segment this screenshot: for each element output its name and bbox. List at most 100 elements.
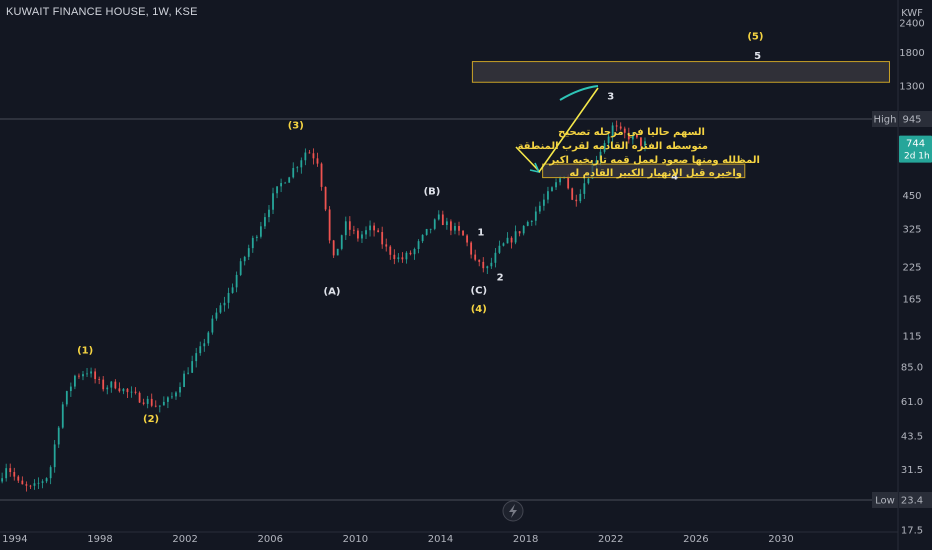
candle-body xyxy=(587,178,590,184)
candle-body xyxy=(522,225,525,234)
annotation-text: السهم حاليا في مرحله تصحيح متوسطه الفتره… xyxy=(518,127,760,179)
x-tick-label: 2014 xyxy=(428,534,453,545)
y-tick-label: 115 xyxy=(902,331,921,342)
y-tick-label: 85.0 xyxy=(901,363,923,374)
candle-body xyxy=(86,373,88,375)
zone-boxes xyxy=(471,61,890,179)
y-axis: 24001800130065045032522516511585.061.043… xyxy=(872,18,932,536)
candle-body xyxy=(377,230,380,233)
candle-body xyxy=(466,235,468,243)
currency-label: KWF xyxy=(901,8,923,19)
candle-body xyxy=(320,163,323,187)
candle-body xyxy=(1,478,4,482)
candle-body xyxy=(37,482,40,484)
candle-body xyxy=(268,209,270,218)
candle-body xyxy=(623,128,626,133)
low-tag-label: Low xyxy=(875,495,895,506)
candle-body xyxy=(369,225,371,231)
candle-body xyxy=(276,186,278,194)
candle-body xyxy=(543,199,545,206)
x-tick-label: 2010 xyxy=(343,534,368,545)
wave-label: (A) xyxy=(324,287,341,298)
y-tick-label: 325 xyxy=(902,224,921,235)
candle-body xyxy=(547,191,549,200)
y-tick-label: 165 xyxy=(902,294,921,305)
candle-body xyxy=(510,237,513,243)
candle-body xyxy=(90,371,92,374)
high-value: 945 xyxy=(902,114,921,125)
candle-body xyxy=(385,244,388,247)
candle-body xyxy=(78,375,80,377)
candle-body xyxy=(308,152,311,154)
candle-body xyxy=(239,261,242,275)
candle-body xyxy=(603,143,606,152)
candle-body xyxy=(635,134,638,138)
candle-body xyxy=(179,386,181,393)
y-tick-label: 31.5 xyxy=(901,465,923,476)
x-tick-label: 2006 xyxy=(258,534,283,545)
candle-body xyxy=(162,401,165,406)
candle-body xyxy=(211,318,214,333)
candle-body xyxy=(575,199,578,202)
candle-body xyxy=(506,237,509,244)
up-arrow-curve xyxy=(559,85,599,101)
chart-grid xyxy=(0,0,899,550)
candle-body xyxy=(555,182,557,188)
x-tick-label: 2018 xyxy=(513,534,538,545)
y-tick-label: 2400 xyxy=(899,18,924,29)
candle-body xyxy=(183,373,185,387)
candle-body xyxy=(57,427,60,445)
candle-body xyxy=(462,230,464,236)
candle-body xyxy=(365,230,367,235)
candle-body xyxy=(215,312,218,319)
x-tick-label: 1994 xyxy=(2,534,27,545)
up-arrow-line xyxy=(538,87,599,173)
wave-label: (5) xyxy=(747,32,763,43)
candle-body xyxy=(49,467,52,479)
wave-label: 2 xyxy=(497,273,504,284)
candle-body xyxy=(405,252,408,260)
candle-body xyxy=(21,480,24,485)
candle-body xyxy=(571,188,574,200)
wave-label: (C) xyxy=(471,285,487,296)
candle-body xyxy=(514,231,517,243)
candle-body xyxy=(373,225,375,231)
last-price-countdown: 2d 1h xyxy=(904,152,930,162)
candle-body xyxy=(381,232,384,245)
candle-body xyxy=(413,249,416,255)
x-axis: 1994 1998 2002 2006 2010 2014 2018 2022 2026 2030 xyxy=(2,534,794,545)
candle-body xyxy=(25,484,28,486)
candle-body xyxy=(352,229,355,231)
candle-body xyxy=(61,404,64,428)
down-arrow-head xyxy=(529,162,541,174)
reset-icon[interactable] xyxy=(502,500,524,522)
candle-body xyxy=(421,234,424,242)
candle-body xyxy=(53,444,56,468)
candle-body xyxy=(559,178,561,183)
candle-body xyxy=(417,241,420,250)
high-value-bg xyxy=(899,110,932,127)
candle-body xyxy=(259,226,262,237)
candle-body xyxy=(425,228,428,235)
candle-body xyxy=(264,217,266,227)
candle-body xyxy=(130,391,133,393)
annotation-line-3: المظلله ومنها صعود لعمل قمه تاريخيه اكبر xyxy=(548,155,760,166)
candle-body xyxy=(272,193,274,210)
candle-body xyxy=(393,254,396,260)
y-tick-label: 225 xyxy=(902,262,921,273)
candle-body xyxy=(33,483,36,486)
candle-body xyxy=(441,214,444,226)
candle-body xyxy=(175,392,177,397)
candle-body xyxy=(336,248,339,256)
y-tick-label: 43.5 xyxy=(901,432,923,443)
candle-body xyxy=(526,221,529,226)
low-value: 23.4 xyxy=(901,495,923,506)
candle-body xyxy=(98,379,101,380)
candle-body xyxy=(340,235,343,249)
zone-box xyxy=(471,61,890,83)
candle-body xyxy=(312,153,315,159)
candle-body xyxy=(45,478,48,482)
candle-body xyxy=(191,361,194,373)
candle-body xyxy=(171,396,173,398)
